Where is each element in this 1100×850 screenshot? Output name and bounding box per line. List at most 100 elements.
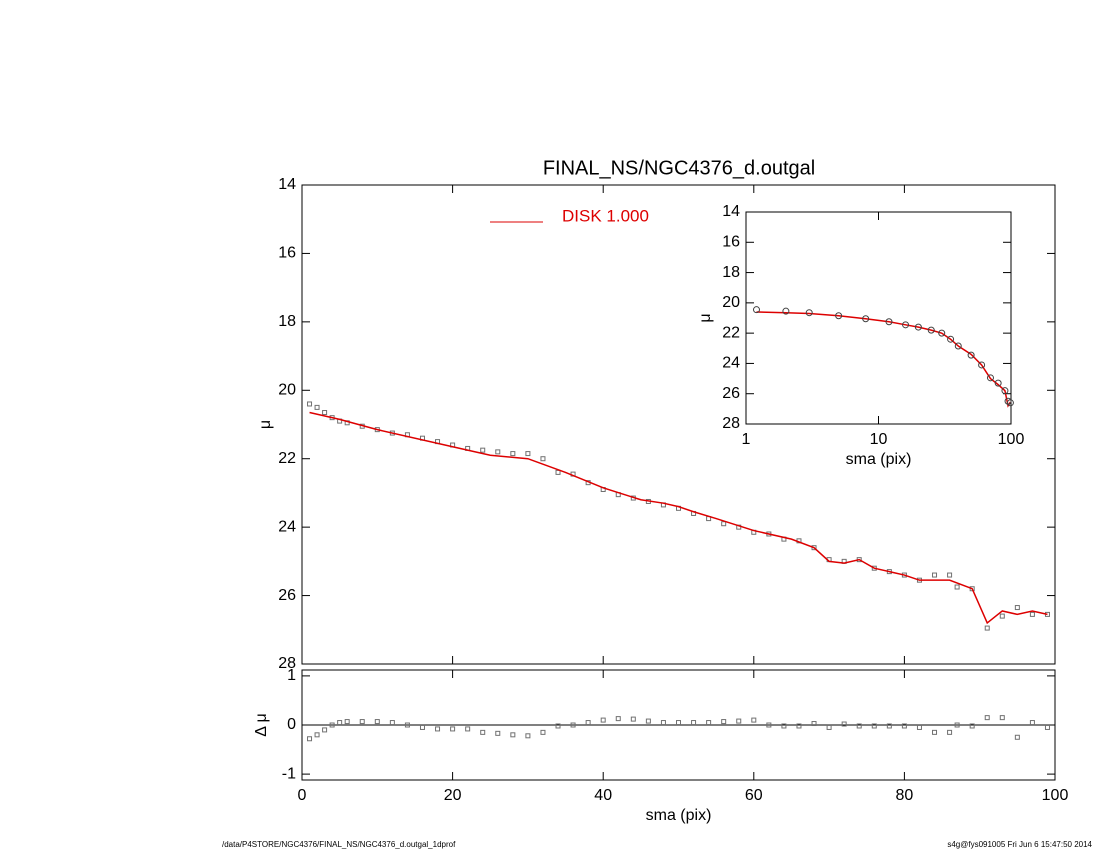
data-point: [495, 730, 501, 736]
y-tick-label: 24: [278, 518, 296, 535]
data-point: [307, 736, 313, 742]
y-tick-label: 20: [278, 382, 296, 399]
data-point: [986, 374, 994, 382]
data-point: [510, 732, 516, 738]
y-tick-label: 22: [722, 324, 740, 341]
x-tick-label: 100: [1042, 787, 1069, 804]
data-point: [938, 329, 946, 337]
data-point: [344, 719, 350, 725]
y-tick-label: 20: [722, 294, 740, 311]
footer-left: /data/P4STORE/NGC4376/FINAL_NS/NGC4376_d…: [222, 840, 456, 849]
y-tick-label: 18: [722, 264, 740, 281]
data-point: [947, 729, 953, 735]
x-axis-label: sma (pix): [646, 807, 712, 824]
y-axis-label: μ: [257, 420, 274, 429]
data-point: [314, 404, 320, 410]
data-point: [555, 469, 561, 475]
data-point: [886, 723, 892, 729]
y-tick-label: 24: [722, 355, 740, 372]
data-point: [978, 361, 986, 369]
data-point: [615, 716, 621, 722]
model-line: [309, 411, 1048, 625]
x-tick-label: 100: [998, 431, 1025, 448]
x-tick-label: 10: [870, 431, 888, 448]
data-point: [1014, 605, 1020, 611]
data-point: [954, 722, 960, 728]
data-point: [314, 732, 320, 738]
data-point: [954, 584, 960, 590]
data-point: [871, 723, 877, 729]
x-axis-label: sma (pix): [846, 451, 912, 468]
data-point: [480, 447, 486, 453]
y-tick-label: 0: [287, 716, 296, 733]
data-point: [322, 727, 328, 733]
data-point: [1001, 387, 1009, 395]
y-tick-label: -1: [282, 765, 296, 782]
plot-frame: [745, 211, 1012, 425]
data-point: [782, 307, 790, 315]
x-tick-label: 1: [742, 431, 751, 448]
data-point: [630, 716, 636, 722]
y-tick-label: 1: [287, 667, 296, 684]
data-point: [796, 723, 802, 729]
data-point: [805, 309, 813, 317]
data-point: [307, 401, 313, 407]
data-point: [885, 318, 893, 326]
y-tick-label: 16: [278, 245, 296, 262]
y-tick-label: 28: [722, 415, 740, 432]
data-point: [1029, 611, 1035, 617]
data-point: [337, 720, 343, 726]
data-point: [856, 723, 862, 729]
x-tick-label: 20: [444, 787, 462, 804]
y-tick-label: 28: [278, 655, 296, 672]
data-point: [994, 379, 1002, 387]
data-point: [1044, 724, 1050, 730]
data-point: [999, 613, 1005, 619]
data-point: [752, 306, 760, 314]
y-tick-label: 16: [722, 234, 740, 251]
data-point: [902, 321, 910, 329]
x-tick-label: 60: [745, 787, 763, 804]
data-point: [1029, 720, 1035, 726]
legend-label: DISK 1.000: [562, 206, 649, 225]
chart-title: FINAL_NS/NGC4376_d.outgal: [543, 157, 815, 179]
data-point: [585, 720, 591, 726]
y-axis-label: Δ μ: [253, 713, 270, 736]
data-point: [1006, 399, 1014, 407]
data-point: [721, 521, 727, 527]
data-point: [954, 342, 962, 350]
data-point: [1014, 734, 1020, 740]
y-tick-label: 26: [722, 385, 740, 402]
data-point: [600, 717, 606, 723]
footer-right: s4g@fys091005 Fri Jun 6 15:47:50 2014: [947, 840, 1092, 849]
data-point: [841, 721, 847, 727]
x-tick-label: 80: [896, 787, 914, 804]
data-point: [932, 729, 938, 735]
data-point: [927, 326, 935, 334]
y-tick-label: 18: [278, 313, 296, 330]
data-point: [969, 723, 975, 729]
data-point: [404, 722, 410, 728]
x-tick-label: 40: [594, 787, 612, 804]
data-point: [495, 449, 501, 455]
data-point: [435, 726, 441, 732]
data-point: [736, 718, 742, 724]
data-point: [901, 723, 907, 729]
data-point: [525, 451, 531, 457]
data-point: [322, 410, 328, 416]
data-point: [389, 720, 395, 726]
x-tick-label: 0: [298, 787, 307, 804]
data-point: [450, 726, 456, 732]
data-point: [555, 723, 561, 729]
data-point: [811, 721, 817, 727]
data-point: [967, 351, 975, 359]
model-line: [756, 311, 1012, 408]
data-point: [984, 625, 990, 631]
data-point: [826, 724, 832, 730]
data-point: [676, 720, 681, 726]
data-point: [419, 724, 425, 730]
data-point: [706, 720, 712, 726]
y-tick-label: 26: [278, 587, 296, 604]
data-point: [835, 312, 843, 320]
data-point: [932, 572, 938, 578]
